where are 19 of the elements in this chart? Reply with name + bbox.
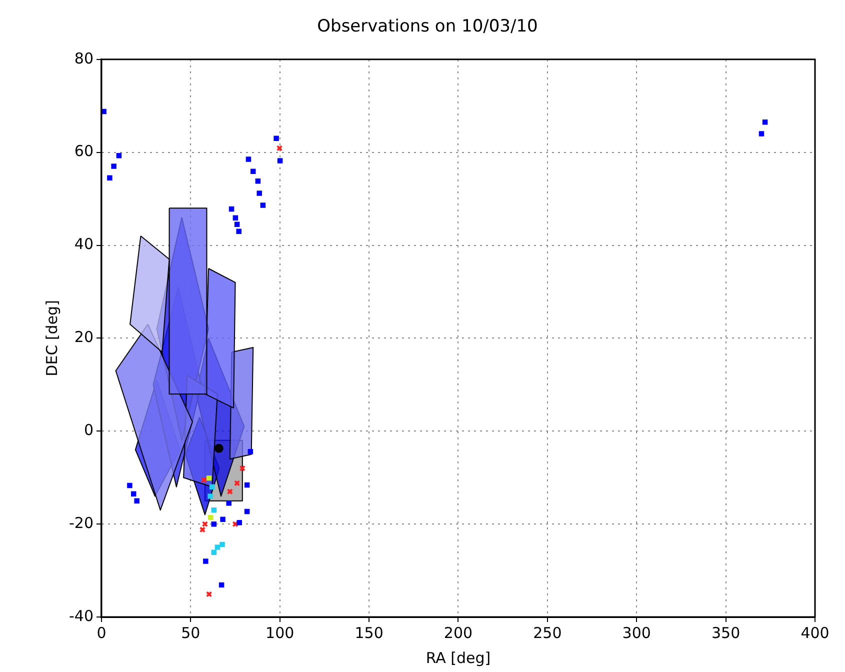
y-tick-label: -20	[69, 514, 94, 532]
x-tick-label: 400	[800, 624, 830, 642]
y-tick-label: 40	[74, 235, 94, 254]
x-tick-label: 0	[96, 624, 106, 642]
x-tick-label: 150	[354, 624, 384, 642]
y-axis-title: DEC [deg]	[42, 300, 61, 376]
x-tick-label: 300	[622, 624, 651, 642]
x-tick-label: 200	[444, 624, 473, 642]
x-axis-title: RA [deg]	[426, 648, 491, 667]
x-tick-label: 350	[711, 624, 740, 642]
x-tick-label: 50	[181, 624, 200, 642]
y-tick-label: 20	[74, 328, 94, 346]
x-tick-label: 100	[266, 624, 294, 642]
x-tick-label: 250	[533, 624, 562, 642]
y-tick-label: 0	[84, 421, 94, 440]
chart-title: Observations on 10/03/10	[317, 16, 538, 37]
y-tick-label: -40	[69, 606, 94, 625]
y-tick-label: 60	[74, 142, 94, 160]
y-tick-label: 80	[74, 49, 94, 68]
